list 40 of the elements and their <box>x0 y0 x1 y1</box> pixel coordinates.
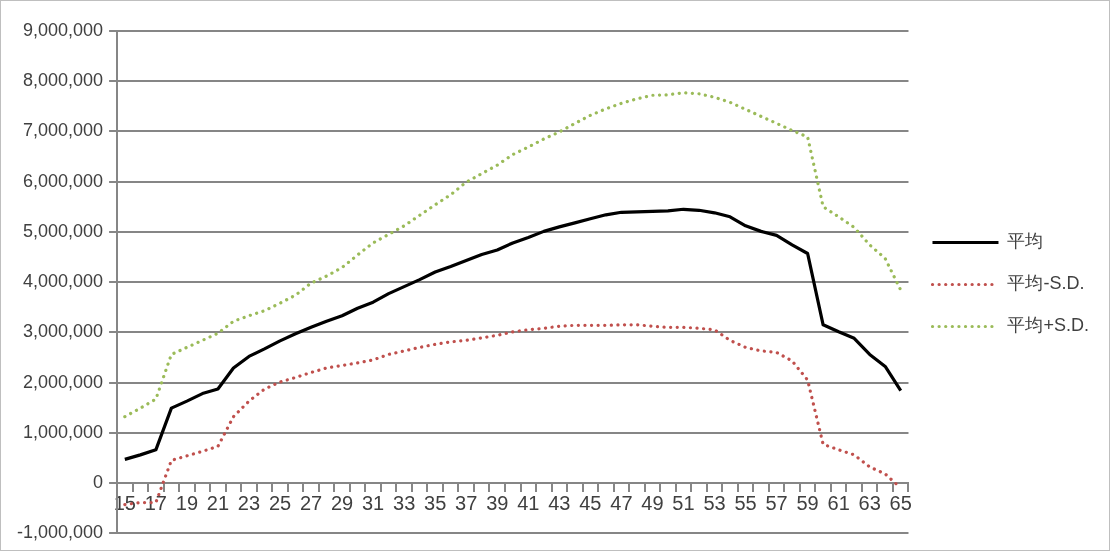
x-tick-label: 23 <box>237 492 261 515</box>
x-tick-label: 25 <box>268 492 292 515</box>
x-tick-label: 29 <box>330 492 354 515</box>
x-tick-label: 45 <box>579 492 602 515</box>
line-series <box>123 91 903 419</box>
y-tick-label: 4,000,000 <box>22 271 104 292</box>
y-tick-label: 3,000,000 <box>22 321 104 342</box>
y-tick-label: 0 <box>93 471 104 492</box>
x-tick-label: 27 <box>299 492 323 515</box>
y-tick-label: 6,000,000 <box>22 170 104 191</box>
x-tick-label: 61 <box>827 492 850 515</box>
legend-label: 平均+S.D. <box>1007 315 1090 336</box>
x-tick-label: 59 <box>796 492 819 515</box>
x-tick-label: 43 <box>548 492 571 515</box>
x-tick-label: 19 <box>175 492 199 515</box>
x-tick-label: 41 <box>517 492 540 515</box>
y-tick-label: -1,000,000 <box>16 522 104 543</box>
x-tick-label: 57 <box>765 492 788 515</box>
x-tick-label: 33 <box>393 492 416 515</box>
y-tick-label: 7,000,000 <box>22 120 104 141</box>
legend-label: 平均-S.D. <box>1007 273 1085 294</box>
x-tick-label: 39 <box>486 492 509 515</box>
x-tick-label: 47 <box>610 492 633 515</box>
x-tick-label: 49 <box>641 492 664 515</box>
y-tick-label: 2,000,000 <box>22 371 104 392</box>
y-tick-label: 5,000,000 <box>22 220 104 241</box>
x-tick-label: 37 <box>455 492 478 515</box>
x-tick-label: 17 <box>144 492 167 515</box>
x-tick-label: 53 <box>703 492 726 515</box>
x-tick-label: 51 <box>672 492 695 515</box>
x-tick-label: 65 <box>889 492 912 515</box>
y-tick-label: 1,000,000 <box>22 421 104 442</box>
legend-label: 平均 <box>1007 231 1044 252</box>
x-tick-label: 21 <box>206 492 230 515</box>
x-tick-label: 55 <box>734 492 757 515</box>
x-tick-label: 63 <box>858 492 881 515</box>
x-tick-label: 31 <box>361 492 385 515</box>
x-tick-label: 35 <box>424 492 447 515</box>
y-tick-label: 9,000,000 <box>22 19 104 40</box>
y-tick-label: 8,000,000 <box>22 70 104 91</box>
